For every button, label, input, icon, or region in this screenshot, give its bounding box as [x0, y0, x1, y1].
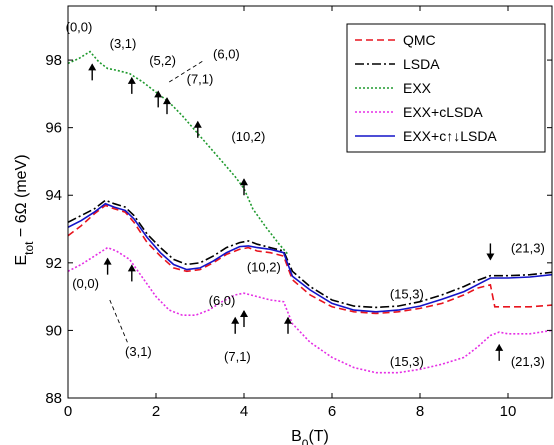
arrow-head-icon: [231, 316, 240, 324]
annotation-label: (7,1): [187, 72, 214, 87]
arrow-head-icon: [88, 63, 97, 71]
arrow-head-icon: [103, 257, 112, 265]
legend: QMC LSDA EXX EXX+cLSDA EXX+c↑↓LSDA: [346, 23, 546, 153]
series-line-4: [68, 202, 552, 313]
arrow-head-icon: [495, 343, 504, 351]
legend-label-2: EXX: [403, 80, 432, 96]
arrow-head-icon: [486, 253, 495, 261]
y-tick-label: 88: [45, 390, 62, 407]
annotation-label: (0,0): [66, 19, 93, 34]
x-tick-label: 2: [152, 403, 160, 420]
legend-label-4: EXX+c↑↓LSDA: [403, 128, 497, 144]
y-tick-label: 90: [45, 322, 62, 339]
y-tick-label: 96: [45, 120, 62, 137]
annotation-label: (6,0): [213, 46, 240, 61]
legend-label-3: EXX+cLSDA: [403, 104, 483, 120]
annotation-label: (21,3): [511, 241, 545, 256]
series-line-2: [68, 50, 289, 255]
series-line-1: [68, 199, 552, 309]
annotation-label: (15,3): [390, 286, 424, 301]
arrow-head-icon: [127, 76, 136, 84]
x-tick-label: 10: [500, 403, 517, 420]
series-line-0: [68, 204, 552, 315]
annotation-label: (5,2): [149, 53, 176, 68]
arrow-head-icon: [127, 264, 136, 272]
y-axis-title: Etot − 6Ω (meV): [13, 154, 36, 265]
annotation-label: (7,1): [224, 349, 251, 364]
series-line-3: [68, 246, 552, 374]
annotation-label: (6,0): [209, 293, 236, 308]
annotation-label: (21,3): [511, 354, 545, 369]
plot-area: [67, 5, 553, 399]
arrow-head-icon: [240, 178, 248, 186]
x-tick-label: 4: [240, 403, 248, 420]
y-tick-label: 92: [45, 255, 62, 272]
chart-text: 0 2 4 6 8 10 88 90 92 94 96 98 (0,0) (3,1) (5,2) (6,0) (…: [45, 19, 544, 420]
plot-frame: [67, 5, 553, 399]
annotation-label: (3,1): [125, 344, 152, 359]
legend-label-0: QMC: [403, 32, 436, 48]
leader-line: [109, 299, 128, 343]
annotation-label: (15,3): [390, 354, 424, 369]
arrow-head-icon: [193, 120, 202, 128]
arrow-head-icon: [240, 310, 248, 318]
legend-label-1: LSDA: [403, 56, 440, 72]
x-tick-label: 8: [416, 403, 424, 420]
arrow-head-icon: [284, 316, 292, 324]
x-axis-title: B0(T): [291, 428, 329, 445]
y-tick-label: 98: [45, 52, 62, 69]
x-tick-label: 0: [64, 403, 72, 420]
y-tick-label: 94: [45, 187, 62, 204]
arrow-head-icon: [154, 90, 163, 98]
annotation-label: (10,2): [247, 259, 281, 274]
arrow-head-icon: [163, 97, 171, 105]
annotation-label: (0,0): [72, 276, 99, 291]
x-tick-label: 6: [328, 403, 336, 420]
annotation-label: (3,1): [110, 36, 137, 51]
annotation-label: (10,2): [231, 129, 265, 144]
